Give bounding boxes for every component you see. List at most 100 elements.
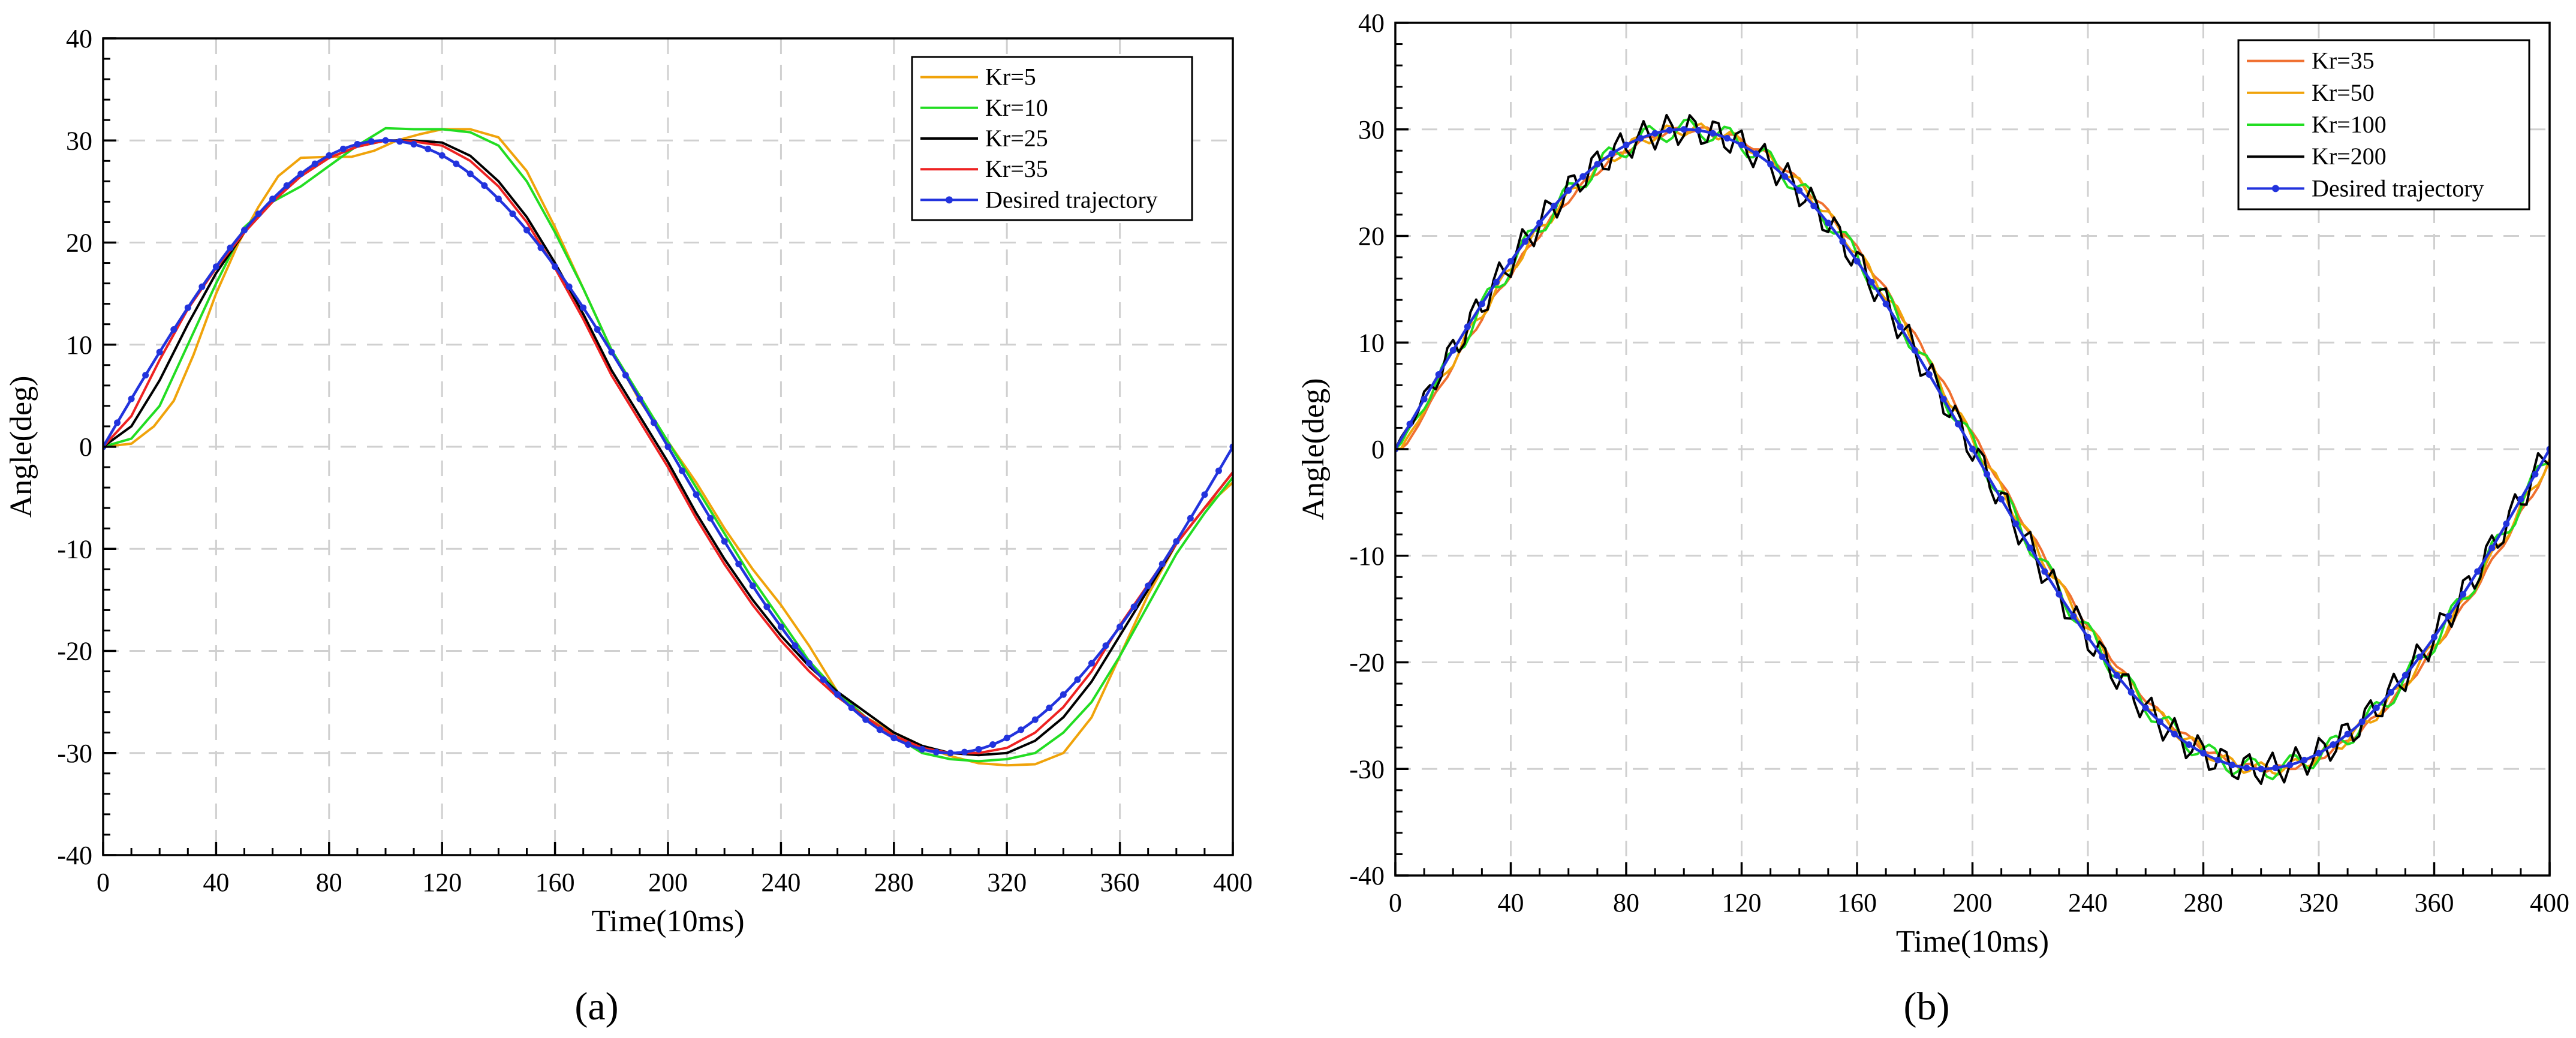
series-point	[975, 745, 982, 753]
series-point	[198, 283, 206, 290]
series-point	[2113, 672, 2120, 679]
series-point	[1492, 278, 1500, 285]
series-point	[749, 582, 756, 589]
panel-label: (b)	[1904, 985, 1950, 1028]
series-point	[1753, 150, 1760, 157]
legend-label-desired-trajectory: Desired trajectory	[985, 186, 1158, 213]
series-point	[763, 603, 771, 610]
series-point	[1738, 142, 1745, 149]
series-point	[2517, 495, 2524, 503]
legend-label-kr-35: Kr=35	[2312, 47, 2375, 74]
x-tick-label: 120	[422, 868, 462, 897]
series-point	[495, 195, 502, 203]
series-point	[1046, 704, 1053, 711]
series-point	[961, 748, 968, 756]
legend-marker	[2272, 185, 2279, 192]
series-point	[721, 538, 728, 545]
series-point	[1031, 716, 1039, 723]
x-tick-label: 160	[1837, 888, 1877, 917]
x-tick-label: 240	[2068, 888, 2108, 917]
y-tick-label: 20	[66, 228, 92, 258]
chart-panel-a: 0 40 80 120 160 200 240 280 320 360 400-40-30-20-1…	[4, 24, 1253, 1028]
legend: Kr=5 Kr=10 Kr=25 Kr=35 Desired trajectory	[911, 56, 1193, 221]
series-group	[1395, 113, 2550, 785]
series-point	[2416, 653, 2423, 660]
series-point	[311, 160, 318, 167]
series-point	[142, 372, 149, 379]
y-tick-label: -10	[1349, 541, 1385, 571]
legend-label-kr-10: Kr=10	[985, 94, 1048, 121]
series-point	[537, 244, 544, 251]
series-point	[1117, 623, 1124, 630]
series-point	[2373, 704, 2380, 711]
series-point	[2012, 520, 2020, 527]
series-point	[2142, 704, 2149, 711]
series-line-kr-100	[1395, 118, 2550, 781]
series-point	[2474, 568, 2481, 575]
series-point	[1984, 471, 1991, 478]
series-point	[1680, 126, 1687, 133]
series-point	[1060, 691, 1067, 698]
series-point	[2460, 591, 2467, 598]
series-point	[1536, 219, 1543, 227]
series-point	[890, 735, 898, 742]
y-tick-label: -30	[57, 739, 92, 768]
series-point	[297, 170, 305, 177]
series-point	[1102, 642, 1109, 649]
series-point	[608, 348, 615, 356]
series-point	[269, 195, 276, 203]
series-point	[2431, 633, 2437, 640]
series-point	[1839, 238, 1846, 245]
series-point	[2445, 613, 2452, 620]
series-point	[919, 745, 926, 753]
series-point	[947, 750, 954, 757]
y-tick-label: -40	[1349, 861, 1385, 890]
x-tick-label: 280	[874, 868, 914, 897]
series-point	[2301, 757, 2308, 764]
legend-label-kr-50: Kr=50	[2312, 79, 2375, 106]
series-point	[354, 141, 361, 148]
y-tick-label: 20	[1358, 222, 1385, 251]
series-point	[1003, 735, 1010, 742]
series-point	[1215, 467, 1222, 474]
x-tick-label: 120	[1722, 888, 1762, 917]
series-point	[679, 467, 686, 474]
series-point	[114, 419, 121, 426]
series-point	[128, 395, 135, 402]
y-tick-label: -40	[57, 841, 92, 870]
series-point	[1449, 347, 1456, 354]
series-point	[792, 642, 799, 649]
y-tick-label: 30	[66, 126, 92, 155]
series-point	[1853, 258, 1861, 265]
series-point	[636, 395, 643, 402]
series-point	[2214, 757, 2222, 764]
series-line-kr-200	[1395, 113, 2550, 785]
series-point	[693, 491, 700, 498]
plot-frame	[102, 37, 1234, 856]
x-axis-title: Time(10ms)	[591, 904, 744, 938]
chart-panel-b: 0 40 80 120 160 200 240 280 320 360 400-40-30-20-1…	[1296, 8, 2569, 1028]
plot-frame	[1394, 22, 2551, 877]
y-tick-label: 0	[1371, 435, 1385, 464]
series-point	[2315, 750, 2322, 757]
series-point	[664, 443, 672, 450]
series-point	[1897, 323, 1904, 330]
series-point	[1130, 603, 1137, 610]
series-point	[2503, 520, 2510, 527]
y-tick-label: -20	[1349, 648, 1385, 678]
series-point	[481, 182, 488, 189]
series-point	[368, 138, 375, 145]
series-point	[396, 138, 404, 145]
series-point	[453, 160, 460, 167]
y-tick-label: 40	[1358, 8, 1385, 38]
series-point	[326, 152, 333, 159]
series-point	[1623, 142, 1630, 149]
series-point	[2056, 591, 2063, 598]
series-point	[1478, 300, 1485, 308]
legend-label-desired-trajectory: Desired trajectory	[2312, 174, 2484, 201]
x-tick-label: 200	[648, 868, 688, 897]
series-point	[1406, 420, 1413, 428]
series-point	[1637, 134, 1644, 142]
x-tick-label: 80	[1613, 888, 1639, 917]
series-point	[1767, 161, 1774, 168]
